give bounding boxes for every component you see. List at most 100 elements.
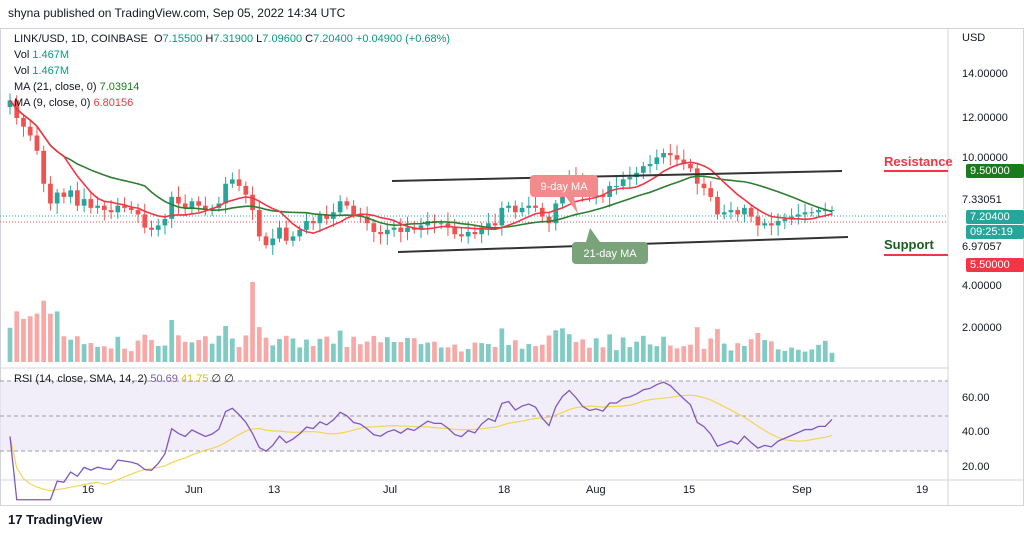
volume-bar [546,335,552,362]
candle-body [115,205,121,213]
time-tick-16: 16 [82,484,95,496]
candle-body [742,207,747,215]
volume-bar [149,340,154,362]
close-label: C [305,33,314,45]
volume-bar [297,347,303,362]
candle-body [236,179,242,186]
rsi-line [9,381,833,501]
candle-body [243,185,249,195]
candle-body [344,201,350,206]
rsi-sma-value: 41.75 [180,373,209,385]
candle-body [378,232,383,235]
price-tick-2: 2.00000 [962,322,1002,334]
candle-body [553,203,559,224]
candle-body [398,227,404,232]
time-tick-19: 19 [916,484,929,496]
volume-bar [593,338,599,362]
candle-body [802,212,808,215]
candle-body [88,199,94,208]
volume-bar [115,336,121,362]
volume-bar [661,336,666,362]
volume-bar [479,343,484,362]
legend-ma21: MA (21, close, 0) 7.03914 [14,80,139,94]
volume-bar [189,342,195,362]
ma21-value: 7.03914 [99,81,140,93]
volume-bar [492,346,498,362]
volume-bar [688,344,693,362]
chart-svg[interactable]: 9-day MA 21-day MA Resistance Support [0,28,1024,506]
rsi-pane [9,381,833,501]
candle-body [472,232,478,235]
support-label: Support [884,237,934,252]
rsi-value: 50.69 [150,373,178,385]
candle-body [229,179,235,184]
time-tick-jul: Jul [383,484,398,496]
vol-label-2: Vol [14,65,30,77]
candle-body [647,164,653,167]
volume-bar [802,351,808,362]
countdown-tag: 09:25:19 [966,225,1024,239]
candle-body [384,229,390,235]
candle-body [479,227,484,235]
ma21-label: MA (21, close, 0) [14,81,97,93]
candle-body [95,205,100,208]
volume-bar [263,337,269,362]
legend-ma9: MA (9, close, 0) 6.80156 [14,96,133,110]
high-label: H [205,33,214,45]
candle-body [61,192,67,197]
volume-bar [512,340,518,362]
volume-bar [627,347,633,362]
candle-body [512,205,518,213]
volume-bar [654,346,660,362]
volume-bar [614,350,619,362]
chart-frame[interactable]: 9-day MA 21-day MA Resistance Support LI… [0,28,1024,506]
volume-bar [169,319,175,362]
candle-body [176,196,181,204]
volume-bar [203,336,208,362]
candle-body [297,229,303,237]
volume-bar [459,351,464,362]
rsi-tick-60: 60.00 [962,392,990,404]
candle-body [108,210,114,213]
volume-bar [742,346,747,362]
ma9-line [9,99,833,235]
volume-bar [270,345,276,362]
candle-body [795,214,801,217]
time-tick-aug: Aug [586,484,606,496]
time-tick-13: 13 [268,484,281,496]
ma9-value: 6.80156 [93,97,134,109]
candle-body [445,223,451,228]
volume-bar [486,344,491,362]
open-value: 7.15500 [162,33,203,45]
volume-bar [735,343,741,362]
volume-bar [182,341,188,362]
candle-body [822,210,828,212]
volume-bar [304,339,309,362]
candle-body [189,201,195,208]
volume-bar [14,311,20,362]
candle-body [499,207,505,226]
volume-bar [587,347,592,362]
candle-body [701,183,707,189]
volume-bar [256,327,262,362]
support-price-tag: 5.50000 [966,258,1024,272]
candle-body [34,135,40,151]
candle-body [640,166,646,173]
volume-bar [48,313,53,362]
resistance-label: Resistance [884,154,953,169]
tradingview-logo[interactable]: 17 TradingView [8,512,102,527]
volume-bar [75,336,80,362]
volume-bar [337,330,343,362]
volume-bar [748,339,754,362]
volume-bar [378,342,383,362]
volume-bar [405,337,410,362]
candle-body [506,205,511,208]
volume-bar [701,348,707,362]
volume-bar [142,334,148,362]
volume-bar [196,339,202,362]
candle-body [48,183,53,204]
volume-bar [331,343,336,362]
time-tick-jun: Jun [185,484,203,496]
time-tick-sep: Sep [792,484,812,496]
ma21-callout-text: 21-day MA [583,248,637,260]
